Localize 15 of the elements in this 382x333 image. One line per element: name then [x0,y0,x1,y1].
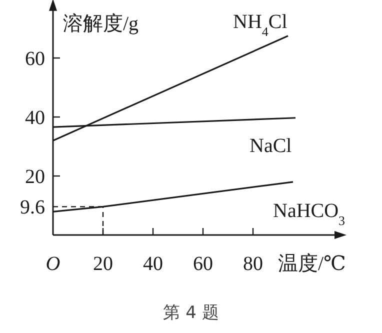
x-tick-label: 80 [243,253,263,275]
y-axis-title: 溶解度/g [63,12,139,35]
text: 第 4 题 [163,303,219,323]
y-tick-label: 9.6 [20,196,45,219]
series-label: NH$_{4}$Cl [233,10,288,38]
y-tick-label: 60 [25,48,45,70]
x-tick-label: 40 [143,253,163,275]
series-label: NaHCO$_{3}$ [273,200,346,228]
x-tick-label: 60 [193,253,213,275]
series-label: NaCl [250,134,292,157]
x-axis-title: 温度/℃ [278,253,346,275]
x-tick-label: O [46,253,60,275]
x-tick-label: 20 [93,253,113,275]
y-tick-label: 20 [25,166,45,188]
y-tick-label: 40 [25,107,45,129]
